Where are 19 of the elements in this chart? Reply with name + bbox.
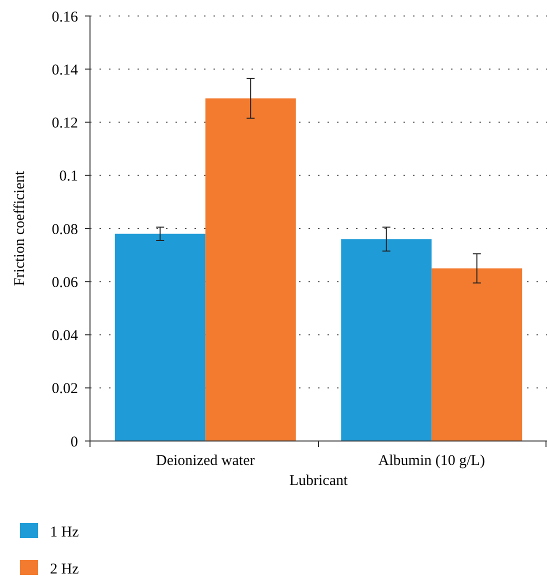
bar [432, 268, 522, 441]
y-tick-label: 0.12 [52, 116, 78, 132]
y-axis-title: Friction coefficient [12, 170, 28, 286]
y-tick-label: 0.06 [52, 274, 78, 291]
legend-label: 1 Hz [50, 524, 80, 540]
legend-label: 2 Hz [50, 561, 80, 578]
y-tick-label: 0.16 [52, 9, 78, 26]
x-axis-title: Lubricant [289, 473, 348, 489]
y-tick-label: 0.08 [52, 222, 78, 238]
x-tick-label: Albumin (10 g/L) [378, 453, 485, 469]
y-tick-label: 0.02 [52, 381, 78, 398]
x-tick-label: Deionized water [156, 453, 255, 469]
y-tick-label: 0.04 [52, 328, 78, 344]
bar [341, 239, 432, 441]
y-tick-label: 0.14 [52, 62, 78, 78]
y-tick-label: 0 [70, 434, 78, 450]
bar [205, 98, 296, 441]
bar [114, 234, 206, 441]
y-tick-label: 0.1 [59, 168, 78, 185]
